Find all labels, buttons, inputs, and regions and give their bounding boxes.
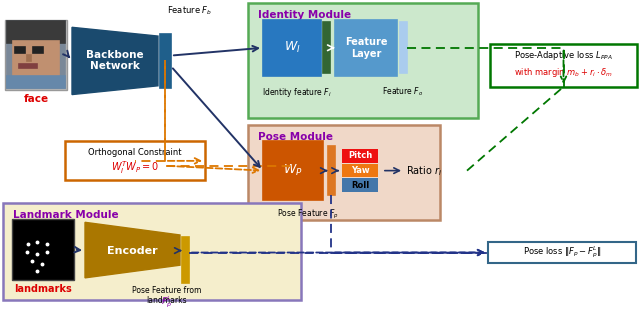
Text: Backbone
Network: Backbone Network: [86, 50, 144, 71]
Text: $W_I^T W_P = 0$: $W_I^T W_P = 0$: [111, 159, 159, 176]
Text: Identity Module: Identity Module: [258, 10, 351, 20]
Bar: [5, 19, 67, 90]
Bar: [13, 41, 59, 76]
Text: Roll: Roll: [351, 181, 369, 190]
Text: with margin $m_b + r_i \cdot \delta_m$: with margin $m_b + r_i \cdot \delta_m$: [514, 66, 613, 79]
Text: Pose Module: Pose Module: [258, 131, 333, 142]
Text: Encoder: Encoder: [107, 246, 157, 256]
Text: $F_p^L$: $F_p^L$: [161, 295, 173, 310]
Bar: [490, 44, 637, 87]
Bar: [15, 47, 25, 53]
Text: Pitch: Pitch: [348, 152, 372, 160]
Text: $W_P$: $W_P$: [283, 163, 303, 178]
Text: Pose-Adaptive loss $L_{PPA}$: Pose-Adaptive loss $L_{PPA}$: [514, 49, 613, 62]
Text: Pose Feature $F_p$: Pose Feature $F_p$: [277, 208, 339, 221]
Text: Feature $F_b$: Feature $F_b$: [168, 5, 212, 17]
Bar: [7, 22, 65, 88]
Bar: [7, 22, 65, 43]
Bar: [27, 55, 31, 61]
Text: landmarks: landmarks: [14, 284, 72, 294]
Text: face: face: [24, 94, 49, 104]
Bar: [12, 219, 74, 280]
Text: Feature
Layer: Feature Layer: [345, 37, 387, 59]
Bar: [328, 146, 335, 195]
Bar: [323, 22, 330, 73]
Bar: [33, 47, 43, 53]
Bar: [3, 203, 301, 300]
Bar: [65, 141, 205, 180]
Bar: [160, 34, 171, 88]
Text: Feature $F_o$: Feature $F_o$: [382, 86, 424, 98]
Text: Yaw: Yaw: [351, 166, 369, 175]
Bar: [248, 125, 440, 220]
Bar: [248, 3, 478, 118]
Bar: [342, 164, 378, 178]
Text: $W_I$: $W_I$: [284, 40, 300, 55]
Bar: [19, 64, 37, 68]
Text: Landmark Module: Landmark Module: [13, 209, 118, 220]
Bar: [263, 141, 323, 200]
Text: Orthogonal Constraint: Orthogonal Constraint: [88, 148, 182, 157]
Polygon shape: [85, 222, 180, 278]
Bar: [182, 237, 189, 283]
Text: Pose Feature from
landmarks: Pose Feature from landmarks: [132, 286, 202, 305]
Polygon shape: [72, 27, 158, 95]
Bar: [335, 19, 397, 76]
Bar: [400, 22, 407, 73]
Bar: [342, 149, 378, 163]
Bar: [488, 242, 636, 263]
Text: Ratio $r_i$: Ratio $r_i$: [406, 164, 442, 178]
Bar: [342, 178, 378, 192]
Bar: [7, 76, 65, 88]
Text: Identity feature $F_i$: Identity feature $F_i$: [262, 86, 332, 99]
Bar: [263, 19, 321, 76]
Text: Pose loss $\|F_p - F_p^L\|$: Pose loss $\|F_p - F_p^L\|$: [523, 245, 602, 260]
